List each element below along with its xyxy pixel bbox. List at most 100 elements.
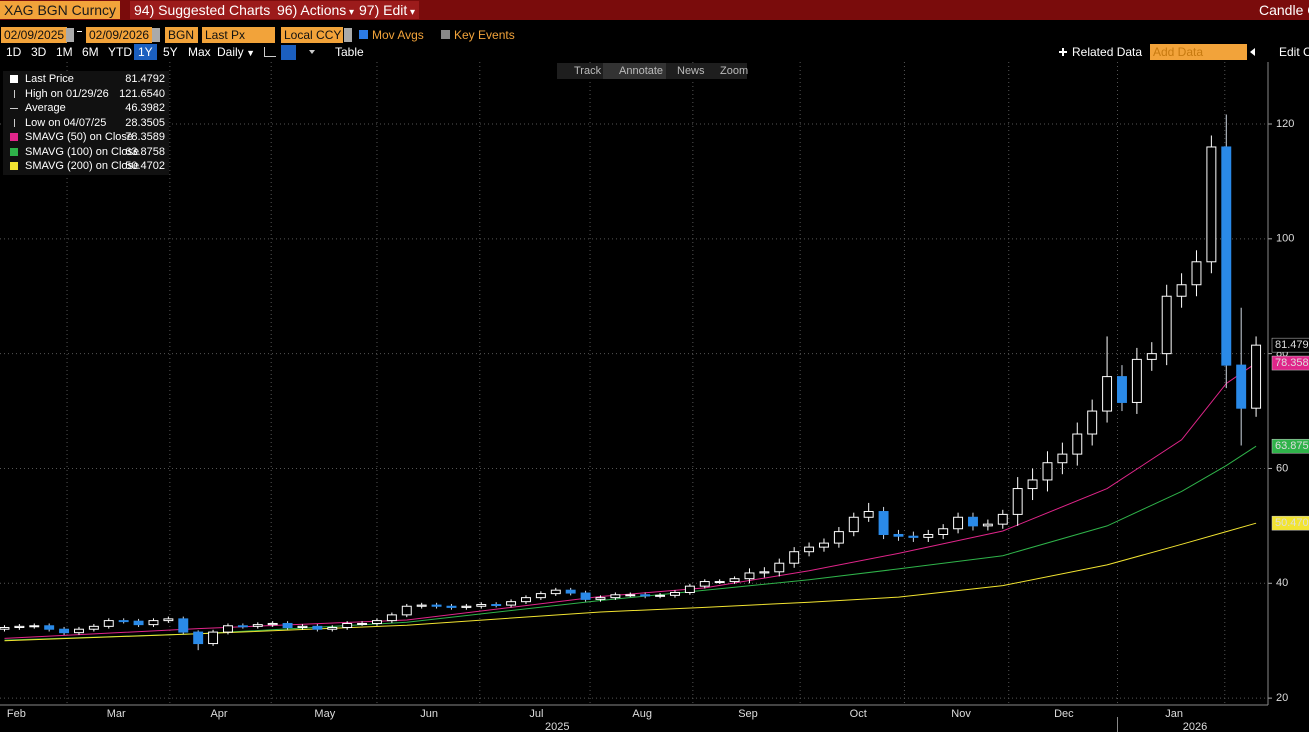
currency[interactable]: Local CCY — [281, 27, 343, 43]
legend-label: SMAVG (200) on Close — [25, 160, 140, 172]
candle-body — [819, 542, 829, 548]
period[interactable]: 1Y — [134, 44, 157, 60]
x-tick-label: Feb — [7, 708, 26, 720]
source[interactable]: BGN — [165, 27, 198, 43]
legend: Last Price 81.4792 High on 01/29/26 121.65… — [3, 71, 169, 175]
candle-body — [759, 571, 770, 574]
candle-body — [923, 533, 934, 538]
end-date[interactable]: 02/09/2026 — [86, 27, 153, 43]
candle-body — [1161, 295, 1172, 355]
candle-body — [416, 604, 427, 607]
candle-body — [535, 593, 546, 599]
year-label: 2026 — [1183, 721, 1207, 732]
legend-label: Low on 04/07/25 — [25, 116, 107, 129]
frequency[interactable]: Daily — [213, 44, 259, 60]
key-events[interactable]: Key Events — [454, 28, 515, 42]
x-tick-label: May — [314, 708, 335, 720]
candle-body — [297, 625, 308, 628]
legend-value: 121.6540 — [119, 87, 165, 100]
candle-body — [1027, 479, 1038, 490]
dropdown[interactable] — [344, 28, 352, 42]
candle-body — [714, 581, 725, 584]
candle-body — [223, 625, 233, 633]
candle-body — [103, 620, 114, 627]
chart-tool[interactable]: Track — [574, 65, 602, 77]
candle-body — [193, 631, 204, 645]
candle-body — [595, 597, 606, 600]
period[interactable]: Max — [188, 45, 211, 59]
candle-body — [133, 620, 144, 626]
candle-body — [491, 604, 502, 607]
plus-icon — [1059, 48, 1067, 56]
candle-body — [565, 589, 576, 594]
value-tag-box — [1271, 515, 1309, 531]
candle-body — [1176, 284, 1187, 297]
menu[interactable]: 96) Actions — [273, 1, 359, 19]
candle-body — [804, 546, 815, 553]
candle-body — [968, 516, 978, 527]
ticker[interactable]: XAG BGN Curncy — [0, 1, 121, 19]
dropdown[interactable] — [309, 50, 315, 54]
legend-label: SMAVG (100) on Close — [25, 145, 140, 158]
candle-body — [655, 594, 666, 597]
candle-body — [1251, 344, 1262, 409]
candle-body — [893, 533, 904, 537]
legend-label: High on 01/29/26 — [25, 87, 109, 100]
candle-body — [476, 604, 487, 607]
chart-tool[interactable]: Annotate — [603, 63, 667, 79]
value-tag: 63.8758 — [1275, 440, 1309, 452]
period[interactable]: 3D — [31, 45, 47, 59]
candle-body — [1146, 353, 1157, 360]
collapse-icon[interactable] — [1250, 48, 1255, 56]
field[interactable]: Last Px — [202, 27, 275, 43]
edit-chart[interactable]: Edit Ch — [1279, 45, 1309, 59]
legend-row: Average 46.3982 — [3, 101, 169, 115]
checkbox[interactable] — [359, 30, 368, 39]
candle-body — [357, 622, 368, 625]
candle-body — [282, 622, 293, 628]
menu[interactable]: 97) Edit — [355, 1, 420, 19]
candle-body — [982, 523, 993, 527]
chart-tool[interactable]: News — [677, 65, 705, 77]
dash — [77, 31, 82, 32]
period[interactable]: 6M — [82, 45, 99, 59]
x-tick-label: Nov — [951, 708, 971, 720]
checkbox[interactable] — [441, 30, 450, 39]
chart-kind[interactable]: Candle C — [1259, 2, 1309, 18]
value-tag-box — [1271, 337, 1309, 353]
candle-body — [729, 578, 740, 583]
candle-body — [1117, 376, 1127, 403]
candle-body — [14, 625, 25, 628]
candle-body — [163, 618, 174, 622]
period[interactable]: 1M — [56, 45, 73, 59]
candle-body — [953, 516, 964, 530]
chart-tool[interactable]: Zoom — [720, 65, 749, 77]
line-icon[interactable] — [264, 47, 276, 57]
period[interactable]: YTD — [108, 45, 132, 59]
mov-avgs[interactable]: Mov Avgs — [372, 28, 424, 42]
table-button[interactable]: Table — [335, 45, 364, 59]
add-data[interactable]: Add Data — [1150, 44, 1247, 60]
candle-body — [1131, 358, 1142, 403]
candle-body — [88, 625, 99, 630]
y-tick-label: 100 — [1276, 233, 1294, 245]
candle-body — [1012, 488, 1023, 515]
candle-body — [1087, 410, 1098, 435]
candle-body — [997, 513, 1008, 525]
legend-value: 50.4702 — [125, 160, 165, 172]
legend-value: 28.3505 — [125, 116, 165, 129]
candle-icon[interactable] — [281, 45, 296, 60]
candle-body — [148, 620, 159, 626]
candle-body — [640, 594, 651, 597]
calendar-icon[interactable] — [66, 28, 74, 42]
start-date[interactable]: 02/09/2025 — [1, 27, 68, 43]
menu[interactable]: 94) Suggested Charts — [130, 1, 283, 19]
legend-row: SMAVG (200) on Close 50.4702 — [3, 159, 169, 173]
calendar-icon[interactable] — [152, 28, 160, 42]
value-tag: 78.3589 — [1275, 357, 1309, 369]
related-data[interactable]: Related Data — [1072, 45, 1143, 59]
period[interactable]: 1D — [6, 45, 22, 59]
period[interactable]: 5Y — [163, 45, 178, 59]
candle-body — [1236, 364, 1247, 409]
